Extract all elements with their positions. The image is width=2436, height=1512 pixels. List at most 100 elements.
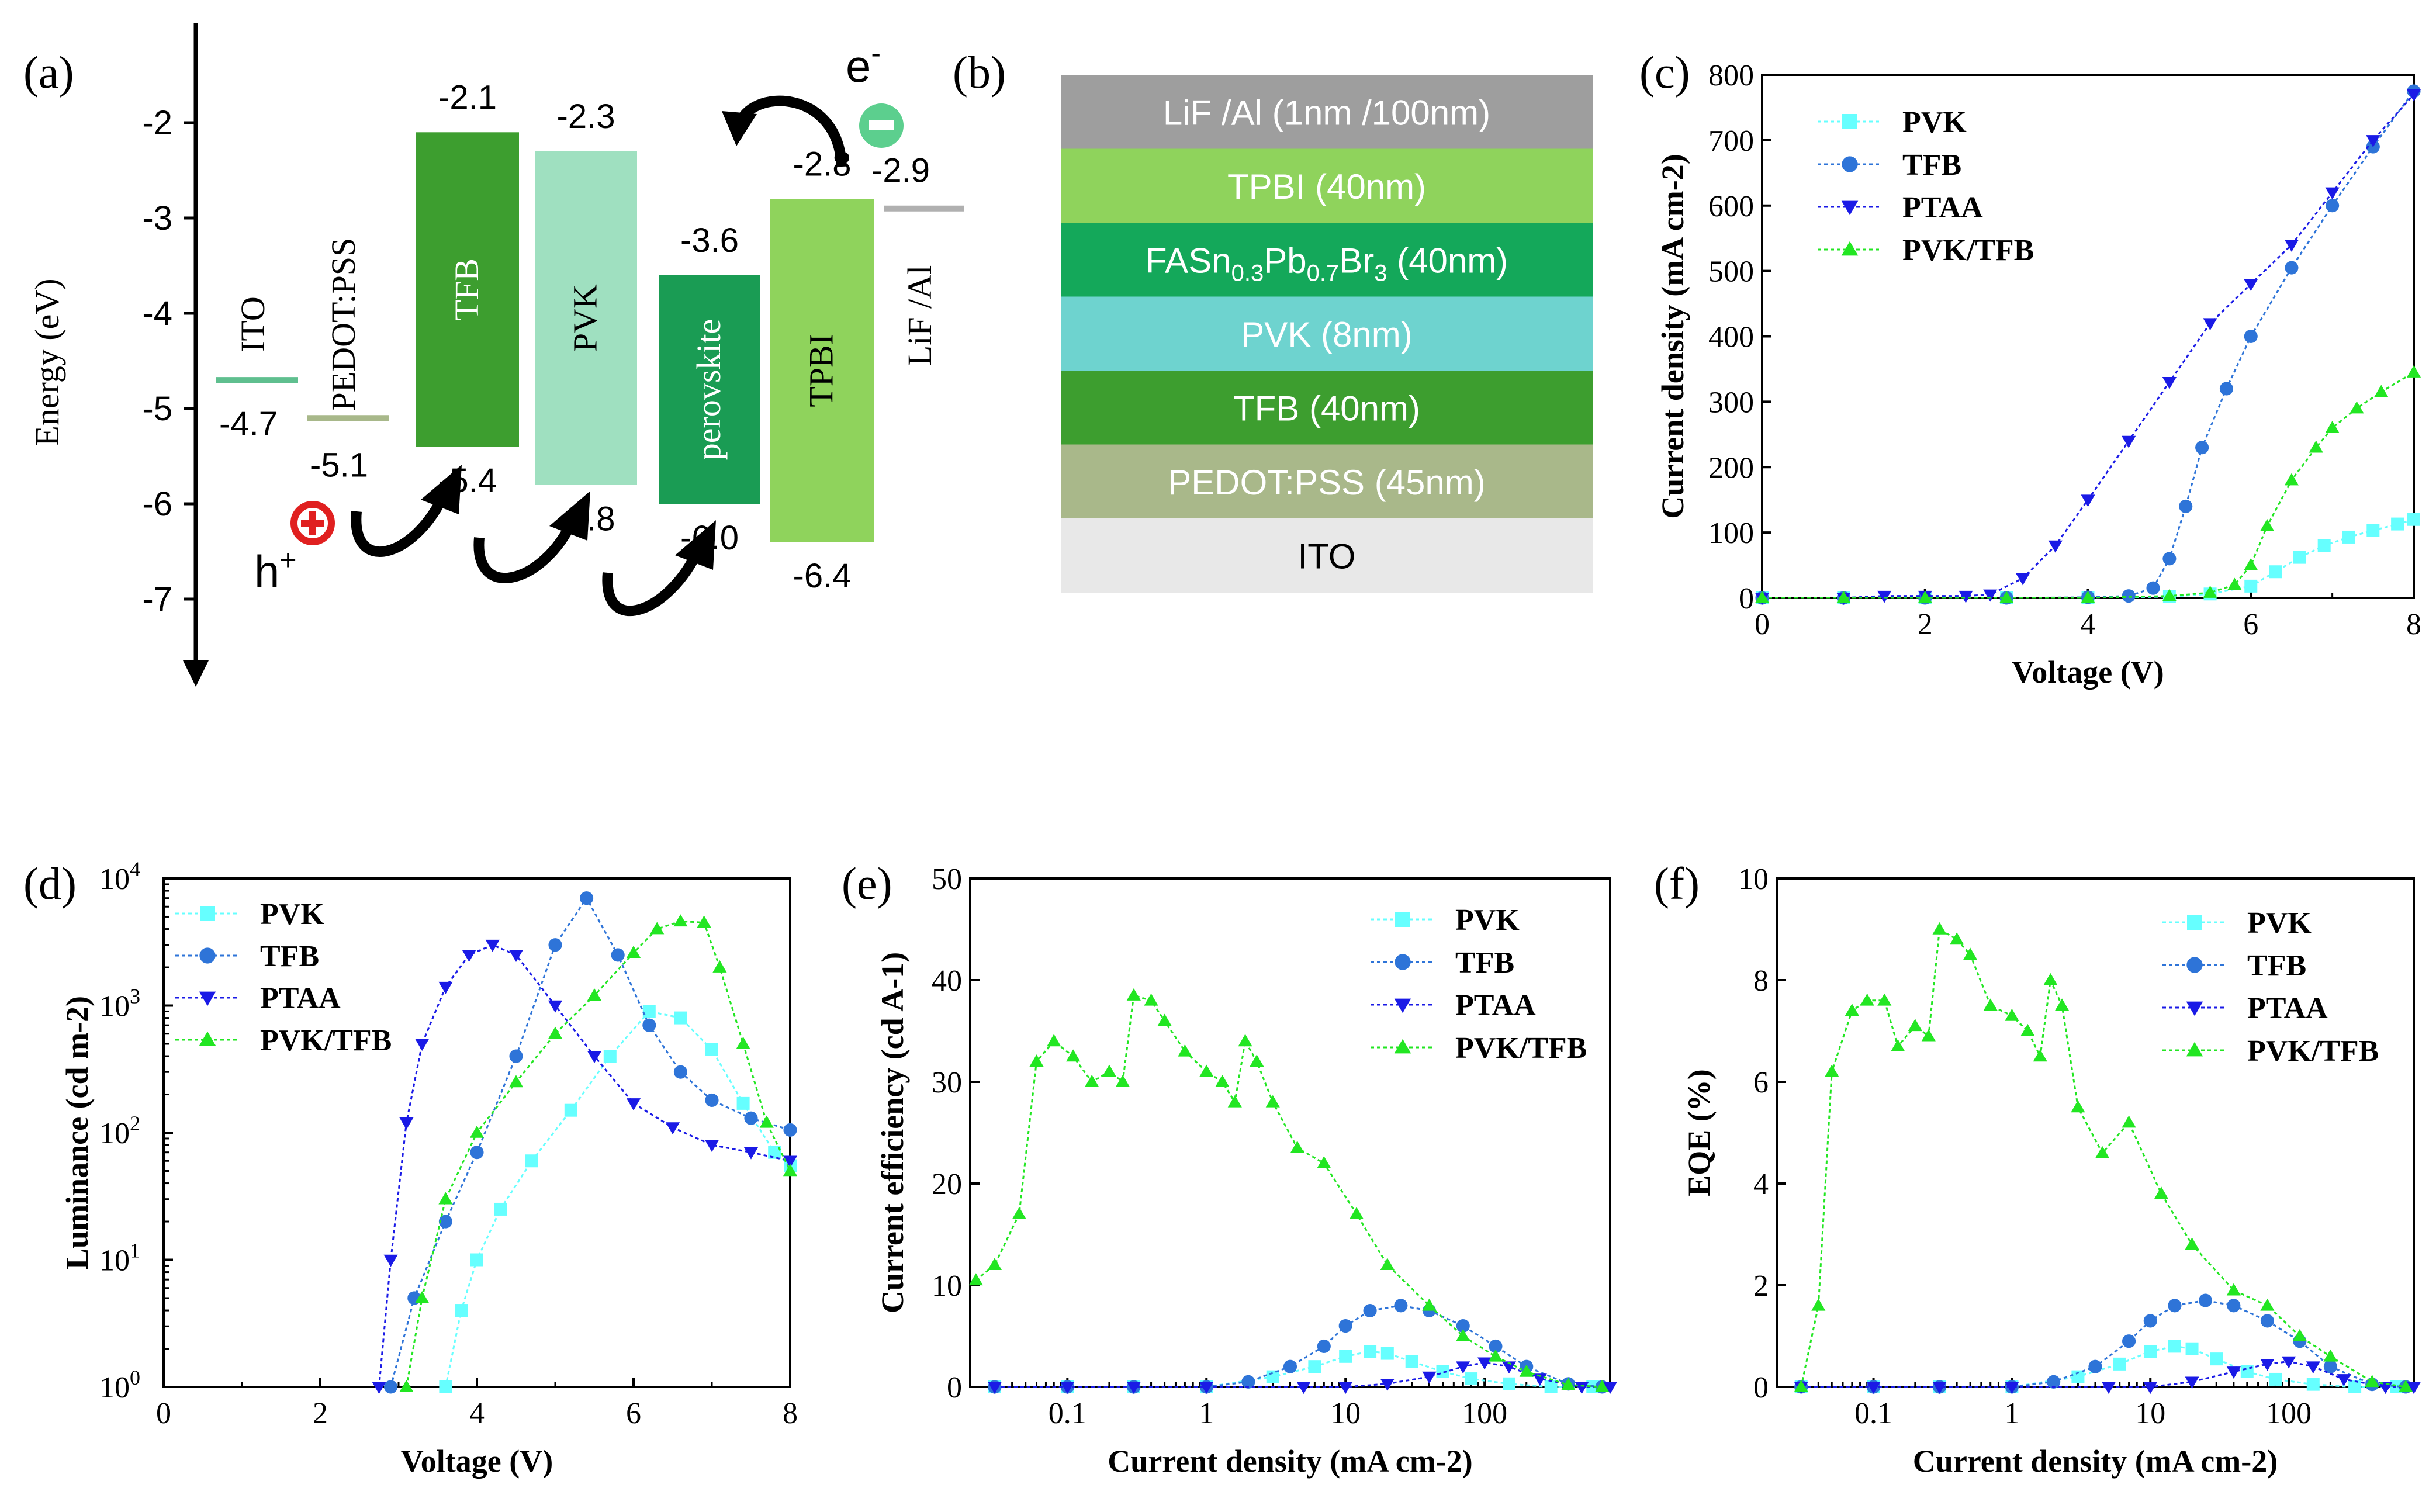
- energy-band-box: [659, 275, 760, 504]
- plot-frame: [1761, 74, 2415, 599]
- hole-transfer-arrow: [473, 518, 578, 583]
- data-point: [743, 1147, 759, 1160]
- data-point: [2325, 421, 2340, 433]
- y-tick-label: 100: [99, 1366, 140, 1404]
- data-point: [1841, 200, 1859, 216]
- data-point: [2260, 518, 2275, 531]
- x-tick-label: 0: [156, 1397, 171, 1430]
- data-point: [2143, 1314, 2157, 1328]
- data-point: [384, 1380, 398, 1394]
- legend-label: PVK: [260, 898, 324, 931]
- x-tick-label: 6: [626, 1397, 641, 1430]
- data-point: [508, 950, 524, 963]
- series-line: [378, 944, 791, 1388]
- data-point: [1866, 1382, 1881, 1395]
- data-point: [1921, 1029, 1936, 1042]
- energy-level-value: -5.1: [310, 446, 368, 484]
- data-point: [2326, 199, 2340, 213]
- panel-label-a: (a): [23, 47, 74, 98]
- data-point: [564, 1103, 577, 1117]
- data-point: [2244, 329, 2258, 344]
- stack-layer: [1061, 444, 1593, 519]
- data-point: [1860, 993, 1874, 1006]
- arrow-head-icon: [421, 465, 462, 514]
- data-point: [2113, 1357, 2126, 1371]
- y-tick-label: 10: [1738, 863, 1769, 896]
- legend-label: PTAA: [260, 982, 341, 1015]
- data-point: [587, 1051, 602, 1064]
- data-point: [768, 1146, 781, 1159]
- data-point: [470, 1253, 483, 1267]
- data-point: [1488, 1349, 1503, 1362]
- x-tick-label: 100: [1462, 1397, 1507, 1430]
- data-point: [1501, 1361, 1517, 1374]
- electron-transfer-arrow: [734, 95, 847, 167]
- data-point: [665, 1122, 680, 1135]
- data-point: [2071, 1370, 2085, 1383]
- data-point: [1755, 590, 1770, 603]
- data-point: [642, 1005, 656, 1018]
- homo-value: -6.4: [793, 557, 852, 595]
- y-tick-label: 100: [1708, 517, 1754, 550]
- legend-label: PTAA: [1455, 989, 1536, 1022]
- data-point: [1349, 1207, 1364, 1219]
- x-axis-label: Voltage (V): [2012, 655, 2164, 690]
- legend-label: PTAA: [1902, 191, 1983, 224]
- data-point: [383, 1254, 398, 1267]
- data-point: [1932, 922, 1947, 935]
- data-point: [783, 1123, 797, 1137]
- hole-transfer-arrow: [602, 547, 704, 617]
- data-point: [415, 1039, 430, 1051]
- panel-label-b: (b): [953, 47, 1006, 98]
- data-point: [1238, 1034, 1252, 1047]
- data-point: [1963, 947, 1978, 960]
- data-point: [2219, 382, 2233, 396]
- data-point: [438, 981, 453, 994]
- data-point: [1405, 1355, 1418, 1368]
- x-tick-label: 8: [2406, 608, 2421, 641]
- data-point: [525, 1154, 538, 1168]
- energy-tick-label: -7: [142, 580, 172, 618]
- data-point: [1999, 590, 2014, 603]
- lumo-value: -2.1: [438, 78, 497, 116]
- y-tick-label: 30: [932, 1066, 962, 1099]
- energy-band-box: [416, 132, 519, 447]
- data-point: [1380, 1258, 1395, 1270]
- legend-label: PTAA: [2247, 992, 2328, 1025]
- data-point: [1575, 1382, 1589, 1395]
- data-point: [1561, 1378, 1576, 1390]
- data-point: [744, 1111, 758, 1125]
- data-point: [2366, 135, 2380, 147]
- data-point: [2293, 551, 2306, 564]
- data-point: [2047, 1375, 2061, 1389]
- data-point: [548, 1000, 563, 1013]
- series-line: [1800, 928, 2406, 1388]
- data-point: [2226, 1283, 2241, 1296]
- data-point: [1317, 1156, 1331, 1168]
- data-point: [2071, 1100, 2085, 1113]
- legend-label: PVK/TFB: [1902, 234, 2034, 267]
- x-tick-label: 10: [2135, 1397, 2165, 1430]
- data-point: [1085, 1074, 1099, 1087]
- data-point: [2020, 1023, 2035, 1036]
- arrow-head-icon: [675, 520, 716, 570]
- energy-band-box: [770, 199, 874, 542]
- data-point: [2226, 1366, 2241, 1379]
- data-point: [2005, 1008, 2019, 1021]
- stack-layer: [1061, 75, 1593, 150]
- arrow-head-icon: [722, 111, 757, 146]
- data-point: [399, 1379, 414, 1392]
- data-point: [1932, 1382, 1947, 1395]
- data-point: [650, 922, 665, 935]
- data-point: [2399, 1379, 2413, 1392]
- data-point: [2406, 365, 2421, 378]
- data-point: [673, 1065, 687, 1079]
- panel-label-e: (e): [842, 858, 892, 909]
- data-point: [1060, 1382, 1075, 1395]
- data-point: [783, 1155, 798, 1168]
- data-point: [2186, 957, 2203, 973]
- data-point: [2033, 1049, 2047, 1062]
- y-tick-label: 40: [932, 964, 962, 998]
- data-point: [1126, 988, 1141, 1001]
- layer-name-label: TFB: [448, 258, 486, 320]
